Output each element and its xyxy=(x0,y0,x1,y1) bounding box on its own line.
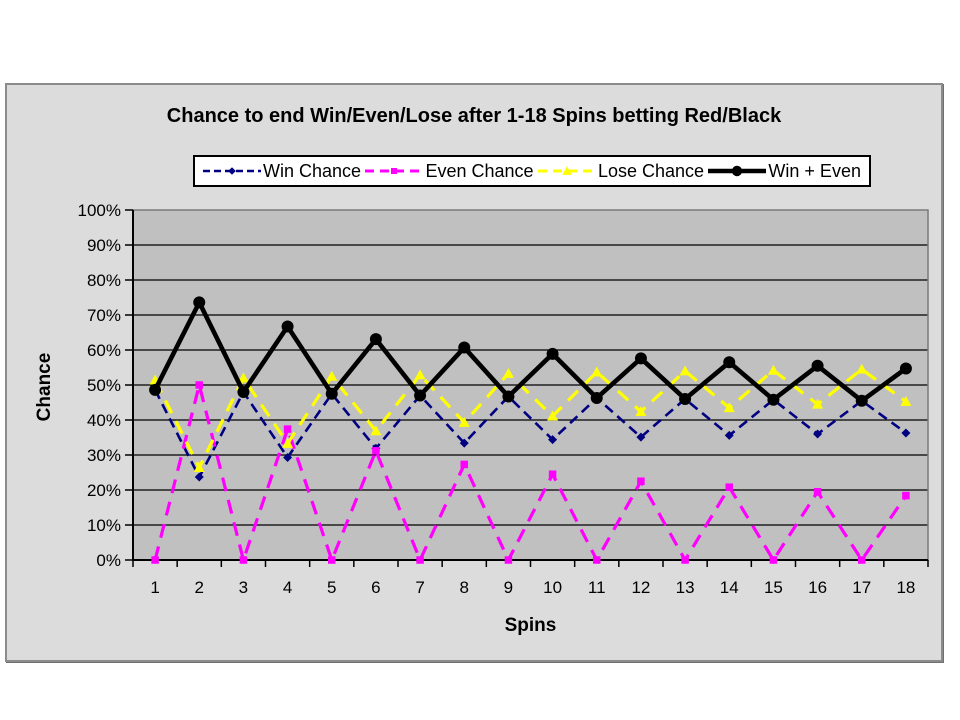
x-tick-label: 5 xyxy=(327,578,336,597)
legend-label: Win Chance xyxy=(263,160,362,181)
legend-label: Even Chance xyxy=(425,160,534,181)
x-tick-label: 9 xyxy=(504,578,513,597)
y-tick-label: 90% xyxy=(87,236,121,255)
legend-item-lose-chance: Lose Chance xyxy=(537,160,705,182)
series-even-chance xyxy=(151,381,910,566)
legend-key-even-chance-icon xyxy=(365,168,424,174)
legend-label: Win + Even xyxy=(768,160,861,181)
y-tick-label: 60% xyxy=(87,341,121,360)
y-tick-label: 10% xyxy=(87,516,121,535)
x-tick-label: 8 xyxy=(460,578,469,597)
x-tick-label: 17 xyxy=(852,578,871,597)
chart-title: Chance to end Win/Even/Lose after 1-18 S… xyxy=(166,105,782,127)
x-tick-label: 7 xyxy=(415,578,424,597)
legend: Win Chance Even Chance Lose Chance Win +… xyxy=(193,155,871,187)
legend-item-win-plus-even: Win + Even xyxy=(708,161,861,182)
y-axis-ticks: 0% 10% 20% 30% 40% 50% 60% 70% 80% 90% 100% xyxy=(78,201,133,570)
y-tick-label: 20% xyxy=(87,481,121,500)
y-axis-title: Chance xyxy=(34,352,55,422)
x-tick-label: 13 xyxy=(676,578,695,597)
x-tick-label: 18 xyxy=(896,578,915,597)
y-tick-label: 0% xyxy=(96,551,121,570)
x-tick-label: 16 xyxy=(808,578,827,597)
x-tick-label: 15 xyxy=(764,578,783,597)
y-tick-label: 80% xyxy=(87,271,121,290)
series-win-even xyxy=(149,296,912,407)
x-tick-label: 1 xyxy=(150,578,159,597)
x-axis-title: Spins xyxy=(504,615,557,636)
chart-area: Chance to end Win/Even/Lose after 1-18 S… xyxy=(5,83,943,662)
legend-key-win-chance-icon xyxy=(203,167,261,175)
x-tick-label: 12 xyxy=(631,578,650,597)
x-tick-label: 6 xyxy=(371,578,380,597)
y-tick-label: 40% xyxy=(87,411,121,430)
y-tick-label: 30% xyxy=(87,446,121,465)
x-tick-label: 2 xyxy=(195,578,204,597)
legend-label: Lose Chance xyxy=(597,160,705,181)
y-tick-label: 70% xyxy=(87,306,121,325)
x-axis-ticks: 1 2 3 4 5 6 7 8 9 10 11 12 13 14 15 16 17 18 xyxy=(132,560,929,597)
x-tick-label: 11 xyxy=(588,578,606,597)
x-tick-label: 4 xyxy=(283,578,292,597)
x-tick-label: 14 xyxy=(720,578,739,597)
legend-item-win-chance: Win Chance xyxy=(203,161,361,182)
y-tick-label: 100% xyxy=(78,201,121,220)
x-tick-label: 10 xyxy=(543,578,562,597)
legend-key-lose-chance-icon xyxy=(537,166,596,175)
plot: 0%10%20%30%40%50%60%70%80%90%100%1 2 3 4 5 6 7… xyxy=(78,201,929,597)
y-tick-label: 50% xyxy=(87,376,121,395)
x-tick-label: 3 xyxy=(239,578,248,597)
legend-key-win-plus-even-icon xyxy=(708,165,767,177)
legend-item-even-chance: Even Chance xyxy=(365,160,534,182)
